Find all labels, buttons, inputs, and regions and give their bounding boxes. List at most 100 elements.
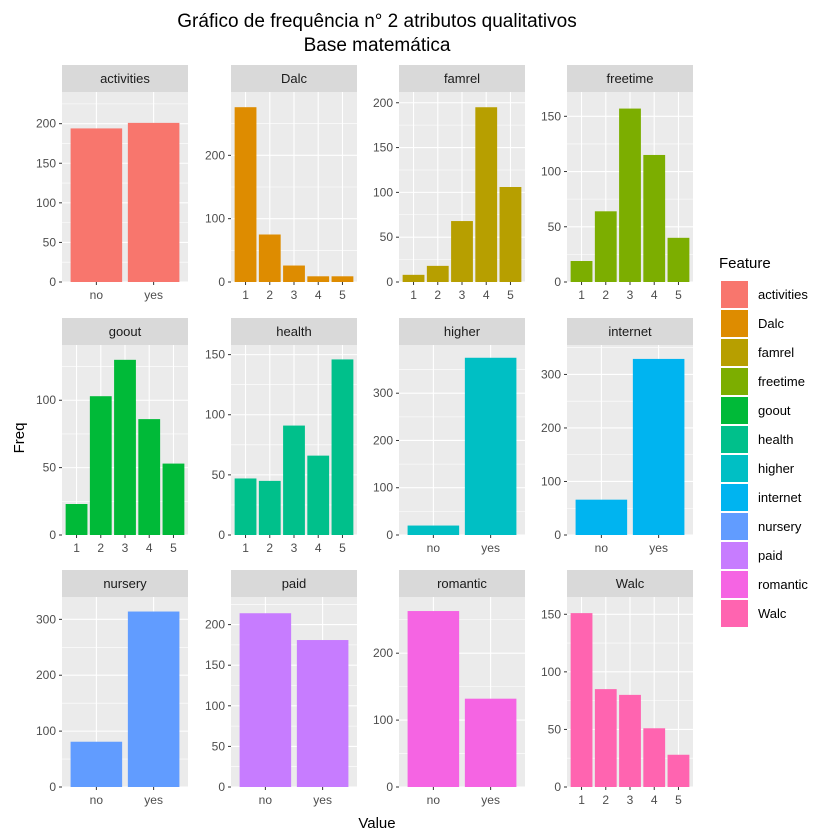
bar-paid-yes	[296, 640, 349, 787]
bar-nursery-yes	[127, 611, 180, 787]
facet-walc: Walc 0 50 100 150 1 2 3 4 5	[541, 570, 693, 807]
facet-goout: goout 0 50 100 1 2 3 4 5	[36, 318, 188, 555]
legend-item-activities: activities	[721, 281, 808, 308]
bar-freetime-5	[667, 237, 690, 282]
legend-label: higher	[758, 461, 795, 476]
legend-swatch	[721, 310, 748, 337]
legend-item-freetime: freetime	[721, 368, 805, 395]
y-tick-label: 150	[541, 607, 561, 621]
facet-dalc: Dalc 0 100 200 1 2 3 4 5	[205, 65, 357, 302]
legend-item-goout: goout	[721, 397, 791, 424]
legend-label: freetime	[758, 374, 805, 389]
y-tick-label: 0	[218, 528, 225, 542]
y-tick-label: 50	[212, 468, 226, 482]
x-tick-label: 5	[675, 288, 682, 302]
x-tick-label: no	[90, 288, 104, 302]
x-tick-label: 1	[242, 288, 249, 302]
y-tick-label: 100	[541, 665, 561, 679]
x-tick-label: 4	[483, 288, 490, 302]
y-tick-label: 50	[548, 722, 562, 736]
x-tick-label: 4	[146, 541, 153, 555]
bar-activities-no	[70, 128, 123, 282]
facet-strip-label: famrel	[444, 71, 480, 86]
legend-item-dalc: Dalc	[721, 310, 785, 337]
y-tick-label: 50	[380, 230, 394, 244]
y-tick-label: 0	[554, 780, 561, 794]
bar-paid-no	[239, 613, 292, 787]
y-tick-label: 0	[386, 528, 393, 542]
facet-famrel: famrel 0 50 100 150 200 1 2 3 4 5	[373, 65, 525, 302]
facet-strip-label: higher	[444, 324, 481, 339]
x-tick-label: yes	[144, 793, 163, 807]
y-tick-label: 0	[218, 275, 225, 289]
bar-activities-yes	[127, 122, 180, 282]
y-tick-label: 50	[548, 220, 562, 234]
y-tick-label: 0	[554, 528, 561, 542]
y-tick-label: 0	[554, 275, 561, 289]
y-tick-label: 200	[205, 148, 225, 162]
x-tick-label: 4	[315, 541, 322, 555]
chart-subtitle: Base matemática	[304, 35, 451, 56]
y-tick-label: 150	[541, 109, 561, 123]
bar-dalc-1	[234, 107, 257, 282]
facet-strip-label: health	[276, 324, 311, 339]
facet-strip-label: Walc	[616, 576, 645, 591]
legend-item-walc: Walc	[721, 600, 787, 627]
y-tick-label: 100	[36, 393, 56, 407]
y-tick-label: 100	[541, 474, 561, 488]
y-tick-label: 100	[373, 713, 393, 727]
bar-health-3	[283, 425, 305, 535]
y-tick-label: 100	[541, 165, 561, 179]
facet-strip-label: goout	[109, 324, 142, 339]
x-tick-label: 2	[602, 793, 609, 807]
y-tick-label: 100	[36, 196, 56, 210]
y-tick-label: 50	[43, 235, 57, 249]
bar-romantic-no	[407, 611, 460, 787]
legend-label: romantic	[758, 577, 808, 592]
legend-swatch	[721, 513, 748, 540]
facet-higher: higher 0 100 200 300 no yes	[373, 318, 525, 555]
y-tick-label: 300	[36, 612, 56, 626]
bar-dalc-2	[258, 234, 281, 282]
facet-internet: internet 0 100 200 300 no yes	[541, 318, 693, 555]
legend-label: Walc	[758, 606, 787, 621]
legend-swatch	[721, 281, 748, 308]
y-tick-label: 0	[218, 780, 225, 794]
y-tick-label: 0	[386, 780, 393, 794]
y-tick-label: 100	[373, 481, 393, 495]
x-tick-label: yes	[313, 793, 332, 807]
facet-strip-label: activities	[100, 71, 150, 86]
facet-strip	[62, 65, 188, 92]
x-tick-label: yes	[144, 288, 163, 302]
x-tick-label: 3	[627, 288, 634, 302]
x-tick-label: no	[90, 793, 104, 807]
y-tick-label: 150	[205, 658, 225, 672]
facet-strip-label: Dalc	[281, 71, 308, 86]
facet-strip-label: nursery	[103, 576, 147, 591]
x-tick-label: 5	[507, 288, 514, 302]
legend-item-paid: paid	[721, 542, 783, 569]
legend-swatch	[721, 368, 748, 395]
bar-freetime-4	[643, 154, 666, 282]
facet-strip	[62, 318, 188, 345]
legend-item-health: health	[721, 426, 793, 453]
facet-strip-label: freetime	[607, 71, 654, 86]
x-tick-label: 4	[315, 288, 322, 302]
legend-item-famrel: famrel	[721, 339, 794, 366]
facet-nursery: nursery 0 100 200 300 no yes	[36, 570, 188, 807]
facet-strip	[567, 65, 693, 92]
legend-item-nursery: nursery	[721, 513, 802, 540]
bar-famrel-3	[451, 221, 473, 282]
legend-swatch	[721, 571, 748, 598]
x-axis-title: Value	[358, 815, 395, 832]
bar-health-4	[307, 455, 330, 535]
legend-swatch	[721, 484, 748, 511]
legend-label: internet	[758, 490, 802, 505]
legend-swatch	[721, 397, 748, 424]
legend-title: Feature	[719, 255, 771, 272]
x-tick-label: 4	[651, 793, 658, 807]
legend-item-internet: internet	[721, 484, 802, 511]
facet-strip	[231, 570, 357, 597]
y-tick-label: 100	[205, 408, 225, 422]
